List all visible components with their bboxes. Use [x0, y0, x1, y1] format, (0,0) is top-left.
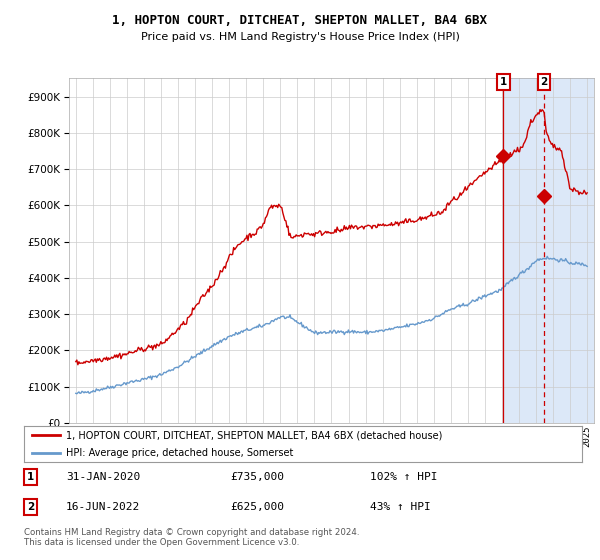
Text: 31-JAN-2020: 31-JAN-2020 — [66, 472, 140, 482]
Text: 1: 1 — [27, 472, 34, 482]
Text: 2: 2 — [540, 77, 548, 87]
Text: 16-JUN-2022: 16-JUN-2022 — [66, 502, 140, 512]
Text: £735,000: £735,000 — [230, 472, 284, 482]
Text: 1, HOPTON COURT, DITCHEAT, SHEPTON MALLET, BA4 6BX (detached house): 1, HOPTON COURT, DITCHEAT, SHEPTON MALLE… — [66, 431, 442, 440]
Text: 1, HOPTON COURT, DITCHEAT, SHEPTON MALLET, BA4 6BX: 1, HOPTON COURT, DITCHEAT, SHEPTON MALLE… — [113, 14, 487, 27]
Text: 43% ↑ HPI: 43% ↑ HPI — [370, 502, 431, 512]
Text: Contains HM Land Registry data © Crown copyright and database right 2024.
This d: Contains HM Land Registry data © Crown c… — [24, 528, 359, 547]
Text: £625,000: £625,000 — [230, 502, 284, 512]
Bar — [503, 78, 600, 423]
Text: HPI: Average price, detached house, Somerset: HPI: Average price, detached house, Some… — [66, 448, 293, 458]
Text: 1: 1 — [500, 77, 507, 87]
Text: Price paid vs. HM Land Registry's House Price Index (HPI): Price paid vs. HM Land Registry's House … — [140, 32, 460, 43]
Text: 2: 2 — [27, 502, 34, 512]
Text: 102% ↑ HPI: 102% ↑ HPI — [370, 472, 437, 482]
